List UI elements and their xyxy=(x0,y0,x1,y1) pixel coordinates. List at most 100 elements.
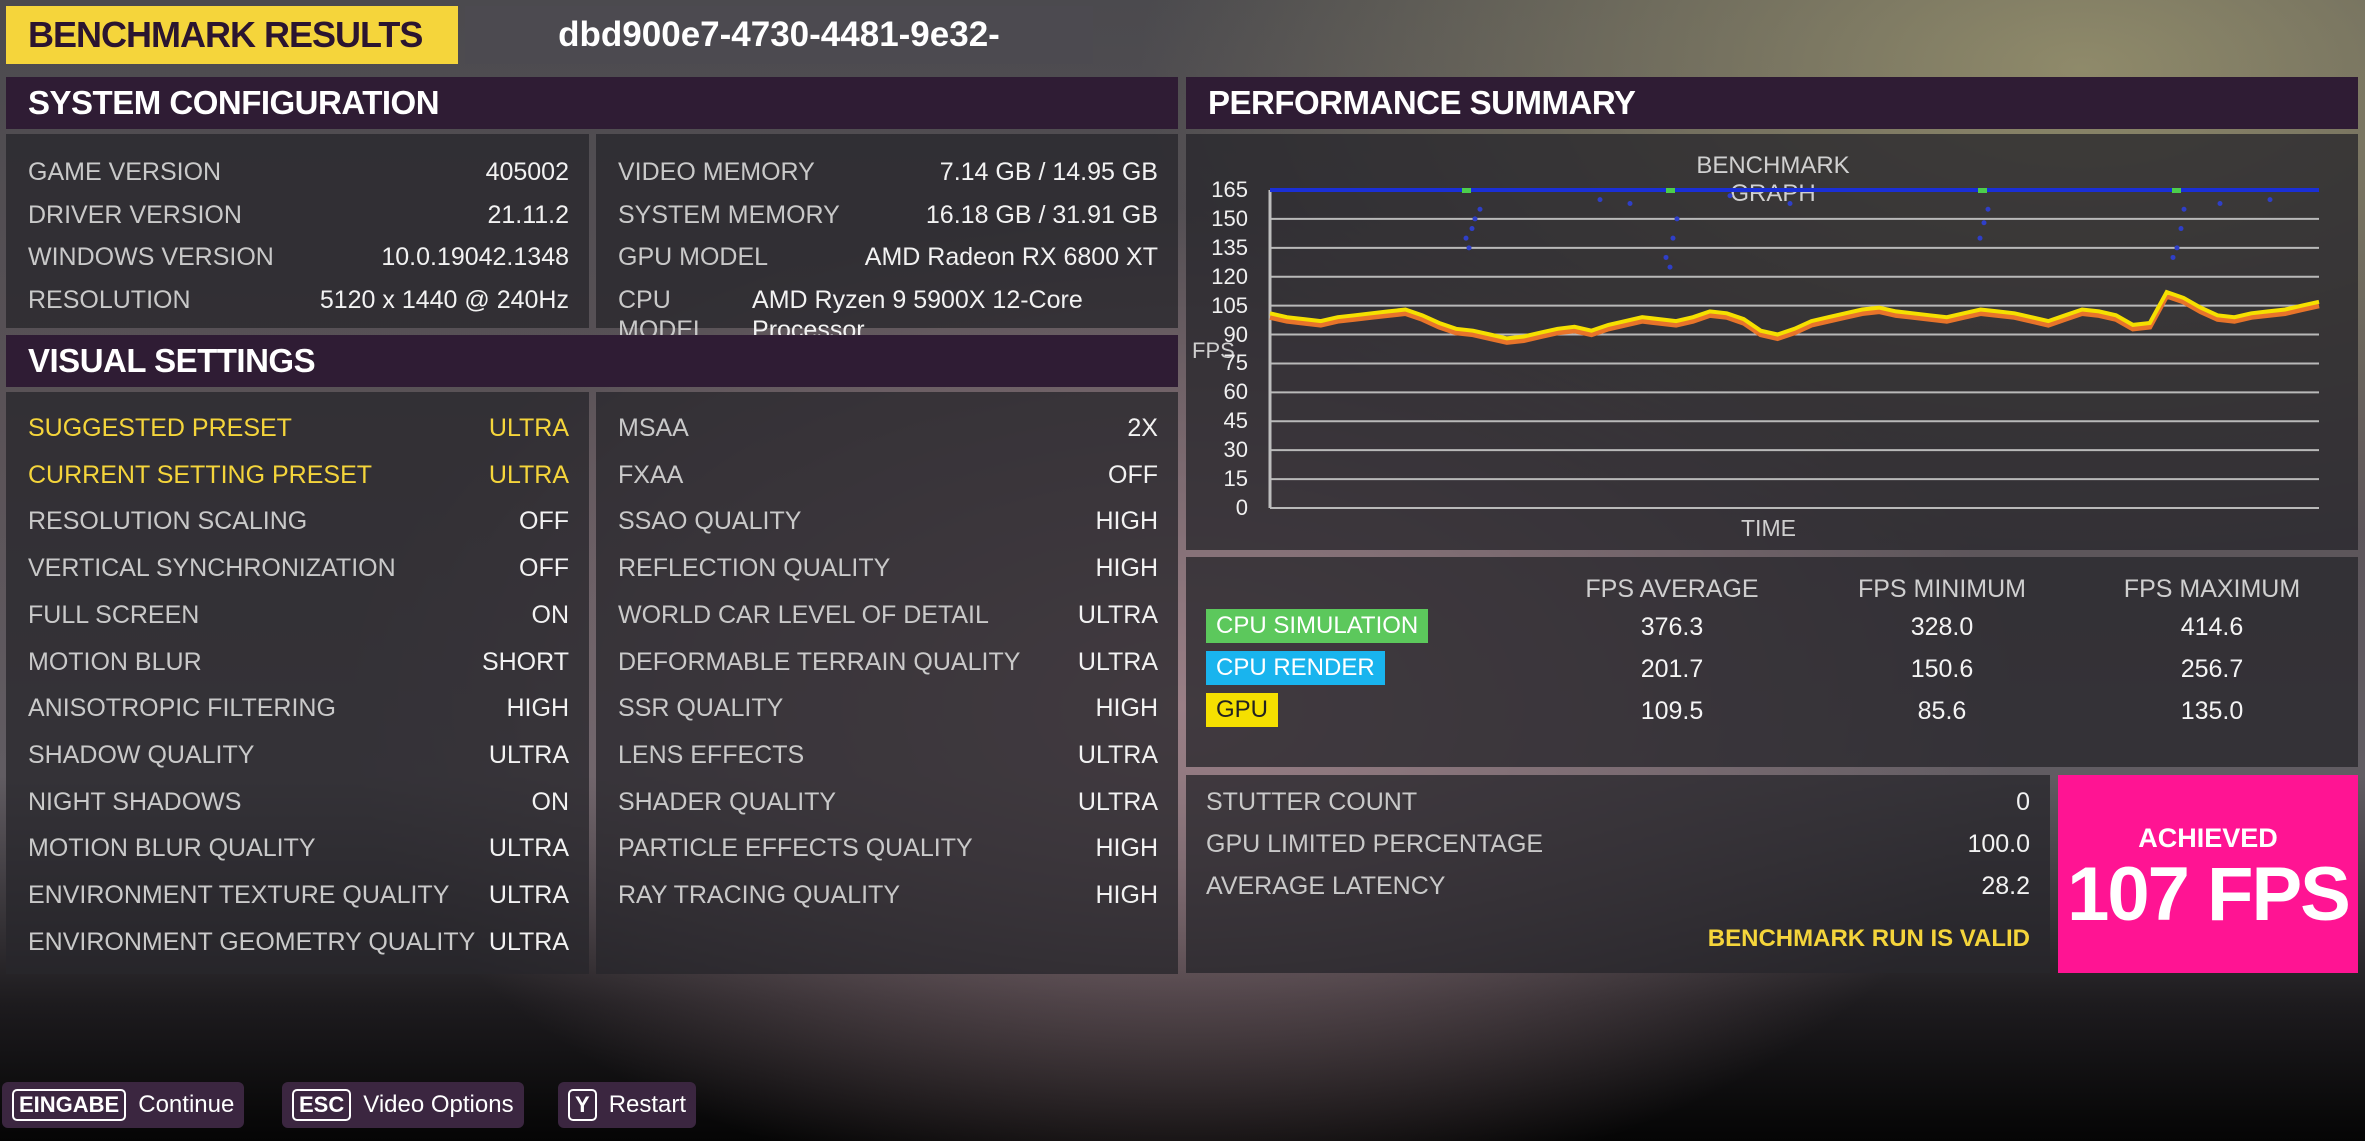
render-dip-point xyxy=(2178,226,2184,232)
setting-row: CPU MODEL AMD Ryzen 9 5900X 12-Core Proce… xyxy=(596,285,1178,344)
setting-value: ULTRA xyxy=(488,414,569,442)
setting-label: GAME VERSION xyxy=(28,158,222,186)
setting-label: WINDOWS VERSION xyxy=(28,243,274,271)
setting-value: ULTRA xyxy=(1077,647,1158,676)
setting-value: ULTRA xyxy=(1077,740,1158,769)
setting-label: ANISOTROPIC FILTERING xyxy=(28,694,336,723)
fps-value: 109.5 xyxy=(1640,697,1704,725)
fps-row-label: CPU RENDER xyxy=(1206,651,1385,685)
setting-row: PARTICLE EFFECTS QUALITY HIGH xyxy=(596,833,1178,863)
benchmark-graph xyxy=(1268,188,2320,509)
setting-value: ULTRA xyxy=(488,834,569,863)
setting-row: DRIVER VERSION 21.11.2 xyxy=(6,200,589,230)
y-tick-label: 30 xyxy=(1223,437,1248,463)
render-dip-point xyxy=(2181,206,2187,212)
render-dip-point xyxy=(1469,226,1475,232)
y-tick-label: 0 xyxy=(1235,495,1248,520)
setting-row: SSAO QUALITY HIGH xyxy=(596,506,1178,536)
render-dip-point xyxy=(1627,200,1633,206)
sim-marker xyxy=(1978,188,1987,193)
fps-value: 150.6 xyxy=(1910,655,1974,683)
fps-value: 328.0 xyxy=(1910,613,1974,641)
x-axis-label: TIME xyxy=(1741,515,1796,541)
setting-row: SHADOW QUALITY ULTRA xyxy=(6,740,589,770)
setting-value: ULTRA xyxy=(488,881,569,909)
setting-label: REFLECTION QUALITY xyxy=(618,554,891,583)
setting-value: HIGH xyxy=(1095,834,1159,863)
stat-value: 100.0 xyxy=(1967,830,2030,858)
key-hint-icon: EINGABE xyxy=(12,1089,127,1121)
fps-value: 376.3 xyxy=(1640,613,1704,641)
setting-row: NIGHT SHADOWS ON xyxy=(6,787,589,817)
system-config-right: VIDEO MEMORY 7.14 GB / 14.95 GB SYSTEM MEM… xyxy=(596,134,1178,344)
setting-value: ULTRA xyxy=(488,740,569,769)
setting-value: ON xyxy=(531,787,570,816)
sim-marker xyxy=(1462,188,1471,193)
setting-row: LENS EFFECTS ULTRA xyxy=(596,740,1178,770)
setting-value: 16.18 GB / 31.91 GB xyxy=(925,200,1158,229)
setting-row: RAY TRACING QUALITY HIGH xyxy=(596,880,1178,910)
render-dip-point xyxy=(1977,235,1983,241)
y-tick-label: 105 xyxy=(1211,292,1248,318)
setting-row: FULL SCREEN ON xyxy=(6,600,589,630)
fps-value: 256.7 xyxy=(2180,655,2244,683)
setting-label: MOTION BLUR xyxy=(28,647,202,676)
render-dip-point xyxy=(1981,220,1987,226)
continue-button[interactable]: EINGABE Continue xyxy=(2,1082,245,1128)
gpu-min-line xyxy=(1269,293,2320,345)
setting-label: CPU MODEL xyxy=(618,285,707,344)
performance-graph-panel: BENCHMARK GRAPH FPS TIME 0 15 30 45 60 75 90 10… xyxy=(1186,134,2358,550)
key-hint-icon: ESC xyxy=(292,1089,352,1121)
stat-label: GPU LIMITED PERCENTAGE xyxy=(1206,830,1544,858)
fps-column-header: FPS MAXIMUM xyxy=(2123,575,2301,603)
setting-label: DRIVER VERSION xyxy=(28,200,242,229)
setting-row: SSR QUALITY HIGH xyxy=(596,693,1178,723)
achieved-fps-badge: ACHIEVED 107 FPS xyxy=(2058,775,2358,973)
setting-label: GPU MODEL xyxy=(618,243,769,271)
setting-row: GPU MODEL AMD Radeon RX 6800 XT xyxy=(596,242,1178,272)
setting-label: PARTICLE EFFECTS QUALITY xyxy=(618,834,973,863)
sim-marker xyxy=(1666,188,1675,193)
y-tick-label: 135 xyxy=(1211,234,1248,260)
render-dip-point xyxy=(1674,216,1680,222)
setting-row: ENVIRONMENT TEXTURE QUALITY ULTRA xyxy=(6,880,589,910)
fps-value: 135.0 xyxy=(2180,697,2244,725)
setting-value: HIGH xyxy=(1095,881,1159,909)
setting-row: SUGGESTED PRESET ULTRA xyxy=(6,413,589,443)
y-tick-label: 150 xyxy=(1211,205,1248,231)
setting-label: CURRENT SETTING PRESET xyxy=(28,460,373,489)
setting-label: MSAA xyxy=(618,414,689,442)
valid-status: BENCHMARK RUN IS VALID xyxy=(1707,925,2030,952)
setting-label: RESOLUTION SCALING xyxy=(28,507,308,536)
render-dip-point xyxy=(1477,206,1483,212)
setting-label: SSAO QUALITY xyxy=(618,507,802,536)
setting-row: WORLD CAR LEVEL OF DETAIL ULTRA xyxy=(596,600,1178,630)
setting-label: DEFORMABLE TERRAIN QUALITY xyxy=(618,647,1021,676)
setting-value: HIGH xyxy=(506,694,570,723)
system-config-header: SYSTEM CONFIGURATION xyxy=(6,77,1178,129)
setting-value: HIGH xyxy=(1095,507,1159,536)
setting-label: NIGHT SHADOWS xyxy=(28,787,242,816)
render-dip-point xyxy=(1597,197,1603,203)
render-dip-point xyxy=(1466,245,1472,251)
setting-row: VIDEO MEMORY 7.14 GB / 14.95 GB xyxy=(596,157,1178,187)
stats-panel: STUTTER COUNT 0 GPU LIMITED PERCENTAGE 100.… xyxy=(1186,775,2050,973)
setting-value: AMD Ryzen 9 5900X 12-Core Processor xyxy=(752,285,1083,344)
setting-row: SYSTEM MEMORY 16.18 GB / 31.91 GB xyxy=(596,200,1178,230)
stat-row: STUTTER COUNT 0 xyxy=(1186,787,2050,817)
stat-row: AVERAGE LATENCY 28.2 xyxy=(1186,871,2050,901)
setting-value: 7.14 GB / 14.95 GB xyxy=(939,158,1158,186)
button-label: Restart xyxy=(608,1091,687,1118)
restart-button[interactable]: Y Restart xyxy=(558,1082,697,1128)
fps-column-header: FPS MINIMUM xyxy=(1857,575,2027,603)
setting-value: AMD Radeon RX 6800 XT xyxy=(864,243,1158,271)
video-options-button[interactable]: ESC Video Options xyxy=(282,1082,524,1128)
setting-row: FXAA OFF xyxy=(596,460,1178,490)
setting-value: SHORT xyxy=(481,647,569,676)
setting-value: 10.0.19042.1348 xyxy=(381,243,569,271)
gpu-series-line xyxy=(1269,289,2320,341)
setting-value: OFF xyxy=(519,554,569,583)
key-hint-icon: Y xyxy=(568,1089,597,1121)
y-axis-label: FPS xyxy=(1192,338,1235,363)
setting-label: LENS EFFECTS xyxy=(618,740,805,769)
